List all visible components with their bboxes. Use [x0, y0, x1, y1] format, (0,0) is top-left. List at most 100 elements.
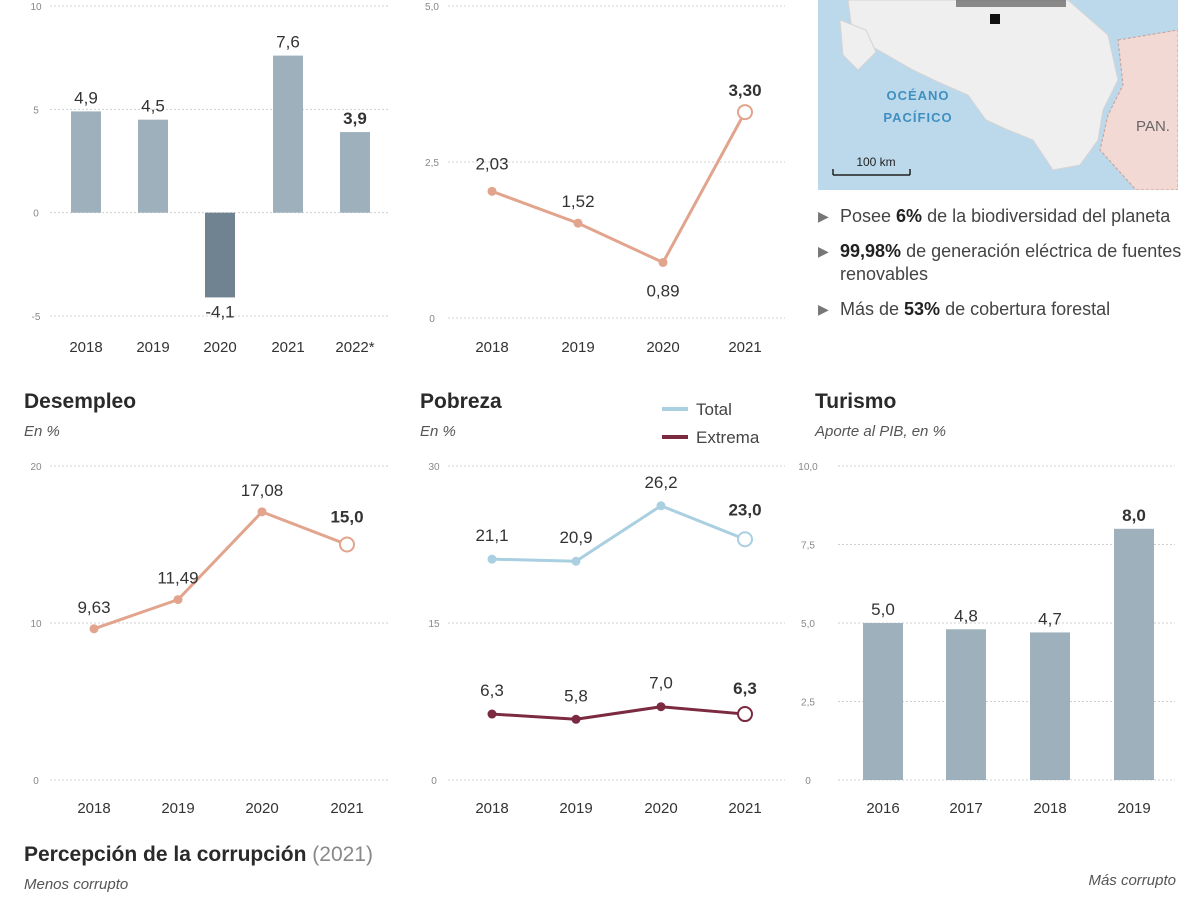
x-tick-label: 2018 — [475, 339, 508, 356]
bar — [138, 119, 168, 213]
data-point — [656, 702, 666, 712]
data-point — [737, 706, 753, 723]
ocean-label-2: PACÍFICO — [883, 110, 952, 125]
data-point — [737, 104, 753, 121]
bar — [340, 132, 370, 213]
data-label: -4,1 — [205, 302, 234, 321]
fact-item: ▶ 99,98% de generación eléctrica de fuen… — [818, 241, 1182, 284]
data-point — [487, 554, 497, 564]
bar — [205, 212, 235, 298]
data-label: 1,52 — [561, 192, 594, 211]
bar — [273, 55, 303, 213]
data-point — [571, 556, 581, 566]
bar — [71, 111, 101, 213]
x-tick-label: 2021 — [728, 339, 761, 356]
bar — [1030, 632, 1070, 780]
series-line — [491, 705, 746, 721]
y-tick-label: 5,0 — [801, 619, 815, 630]
x-tick-label: 2018 — [69, 339, 102, 356]
unemployment-title: Desempleo — [24, 390, 137, 413]
map-neighbor — [1099, 29, 1178, 190]
x-tick-label: 2019 — [136, 339, 169, 356]
data-point — [573, 218, 583, 228]
data-label: 26,2 — [644, 473, 677, 492]
data-label: 8,0 — [1122, 506, 1146, 525]
data-point — [487, 186, 497, 196]
x-tick-label: 2020 — [245, 800, 278, 817]
data-label: 20,9 — [559, 528, 592, 547]
y-tick-label: 10 — [30, 619, 42, 630]
x-tick-label: 2020 — [646, 339, 679, 356]
capital-marker — [990, 14, 1000, 24]
data-label: 4,5 — [141, 97, 165, 116]
more-corrupt-label: Más corrupto — [1088, 872, 1176, 889]
data-label: 3,9 — [343, 109, 367, 128]
x-tick-label: 2019 — [561, 339, 594, 356]
x-tick-label: 2016 — [866, 800, 899, 817]
x-tick-label: 2018 — [475, 800, 508, 817]
data-label: 6,3 — [480, 681, 504, 700]
x-tick-label: 2019 — [559, 800, 592, 817]
corruption-title: Percepción de la corrupción (2021) — [24, 843, 373, 866]
fact-item: ▶ Posee 6% de la biodiversidad del plane… — [818, 206, 1171, 226]
y-tick-label: 5 — [33, 105, 39, 116]
data-label: 0,89 — [646, 281, 679, 300]
series-line — [491, 111, 747, 265]
x-tick-label: 2022* — [335, 339, 374, 356]
data-label: 15,0 — [330, 508, 363, 527]
tourism-chart: 10,0 7,5 5,0 2,5 0 2016 2017 2018 2019 5,0 4,8 4,7 8… — [798, 462, 1175, 817]
y-tick-label: -5 — [32, 312, 41, 323]
x-tick-label: 2021 — [728, 800, 761, 817]
data-label: 3,30 — [728, 81, 761, 100]
data-label: 2,03 — [475, 154, 508, 173]
arrow-right-icon: ▶ — [818, 301, 829, 317]
legend-label: Total — [696, 400, 732, 419]
poverty-subtitle: En % — [420, 423, 456, 440]
y-tick-label: 2,5 — [801, 698, 815, 709]
data-label: 17,08 — [241, 481, 284, 500]
bar — [1114, 528, 1154, 780]
x-tick-label: 2021 — [330, 800, 363, 817]
bar — [863, 623, 903, 780]
country-label: PAN. — [1136, 118, 1170, 135]
data-label: 21,1 — [475, 526, 508, 545]
facts-list: ▶ Posee 6% de la biodiversidad del plane… — [818, 205, 1188, 333]
x-tick-label: 2017 — [949, 800, 982, 817]
data-point — [658, 257, 668, 267]
data-label: 6,3 — [733, 679, 757, 698]
y-tick-label: 0 — [805, 776, 811, 787]
y-tick-label: 20 — [30, 462, 42, 473]
y-tick-label: 5,0 — [425, 2, 439, 13]
poverty-title: Pobreza — [420, 390, 502, 413]
data-point — [656, 501, 666, 511]
data-label: 5,8 — [564, 686, 588, 705]
x-tick-label: 2020 — [644, 800, 677, 817]
y-tick-label: 0 — [431, 776, 437, 787]
y-tick-label: 7,5 — [801, 541, 815, 552]
less-corrupt-label: Menos corrupto — [24, 876, 129, 893]
y-tick-label: 30 — [428, 462, 440, 473]
x-tick-label: 2018 — [1033, 800, 1066, 817]
bar — [946, 629, 986, 780]
x-tick-label: 2020 — [203, 339, 236, 356]
data-label: 5,0 — [871, 600, 895, 619]
y-tick-label: 0 — [33, 776, 39, 787]
gdp-chart: 10 5 0 -5 2018 2019 2020 2021 2022* 4,9 4,5 -4,1 7,6… — [30, 2, 390, 356]
poverty-chart: 30 15 0 2018 2019 2020 2021 21,1 20,9 26,2 23,0 6,3… — [428, 400, 785, 817]
data-label: 23,0 — [728, 500, 761, 519]
data-point — [173, 595, 183, 605]
data-label: 4,7 — [1038, 609, 1062, 628]
x-tick-label: 2019 — [161, 800, 194, 817]
data-label: 4,8 — [954, 606, 978, 625]
data-point — [737, 531, 753, 548]
data-label: 11,49 — [157, 569, 198, 588]
map-peninsula — [839, 19, 877, 71]
data-point — [257, 507, 267, 517]
inflation-chart: 5,0 2,5 0 2018 2019 2020 2021 2,03 1,52 0,89 3,30 — [425, 2, 785, 356]
data-point — [339, 536, 355, 553]
arrow-right-icon: ▶ — [818, 208, 829, 224]
y-tick-label: 0 — [429, 314, 435, 325]
series-line — [93, 510, 348, 631]
data-label: 7,6 — [276, 33, 300, 52]
costa-rica-map: OCÉANO PACÍFICO PAN. 100 km — [818, 0, 1178, 190]
